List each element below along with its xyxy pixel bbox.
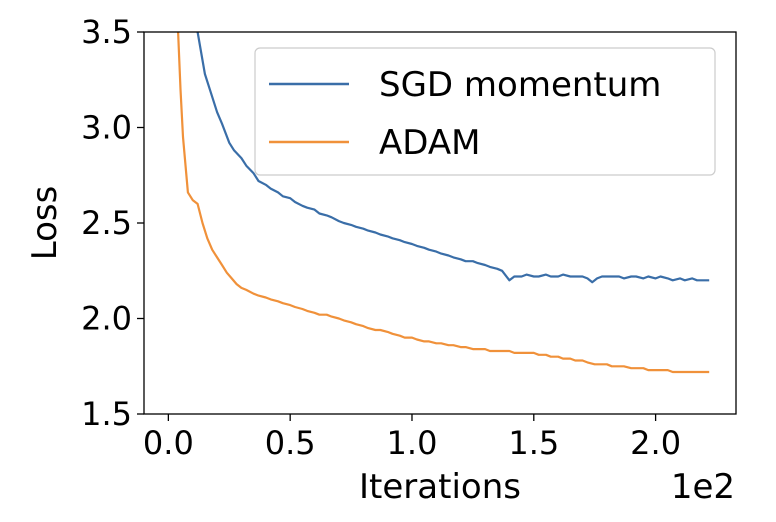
y-tick-label: 3.0 bbox=[81, 109, 132, 147]
legend-label-0: SGD momentum bbox=[379, 65, 661, 105]
x-tick-label: 1.0 bbox=[387, 424, 438, 462]
y-axis-label: Loss bbox=[25, 186, 65, 261]
y-tick-label: 2.0 bbox=[81, 300, 132, 338]
y-tick-label: 3.5 bbox=[81, 13, 132, 51]
axes: 0.0 0.5 1.0 1.5 2.0 1.5 2.0 2.5 3.0 3.5 bbox=[81, 13, 737, 462]
x-axis-offset-label: 1e2 bbox=[671, 467, 735, 507]
x-axis-label: Iterations bbox=[359, 467, 521, 507]
y-tick-label: 2.5 bbox=[81, 204, 132, 242]
series-line-0 bbox=[196, 32, 710, 284]
x-tick-label: 0.0 bbox=[143, 424, 194, 462]
x-tick-label: 0.5 bbox=[265, 424, 316, 462]
legend-box bbox=[254, 47, 716, 176]
x-tick-label: 1.5 bbox=[508, 424, 559, 462]
x-tick-label: 2.0 bbox=[630, 424, 681, 462]
y-tick-label: 1.5 bbox=[81, 395, 132, 433]
legend: SGD momentum ADAM bbox=[254, 47, 716, 176]
series-line-1 bbox=[177, 32, 710, 374]
series-lines bbox=[177, 32, 710, 374]
legend-label-1: ADAM bbox=[379, 123, 480, 163]
